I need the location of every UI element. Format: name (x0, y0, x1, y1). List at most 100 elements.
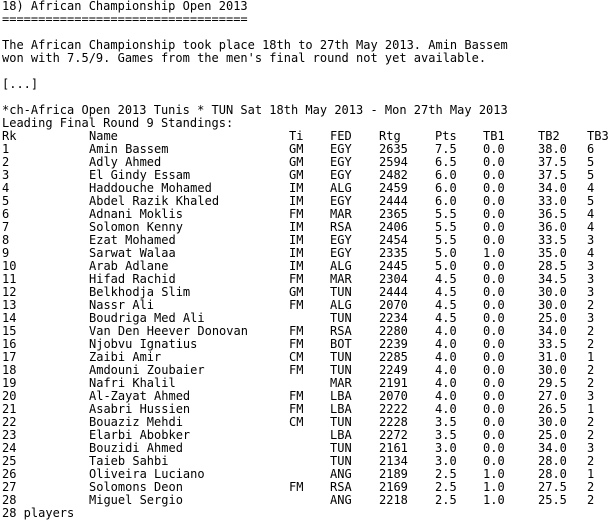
standings-title: Leading Final Round 9 Standings: (2, 116, 234, 130)
cell-fed: BOT (330, 337, 352, 351)
cell-pts: 6.0 (435, 194, 457, 208)
table-row: 28 Miguel Sergio ANG 2218 2.5 1.0 25.5 2 (2, 494, 610, 507)
cell-rk: 17 (2, 350, 17, 364)
cell-rk: 16 (2, 337, 17, 351)
cell-tb2: 30.0 (538, 363, 567, 377)
cell-name: Arab Adlane (89, 259, 169, 273)
cell-rk: 27 (2, 480, 17, 494)
cell-fed: TUN (330, 350, 352, 364)
cell-tb1: 1.0 (483, 246, 505, 260)
column-header-tb2: TB2 (538, 129, 560, 143)
cell-rtg: 2594 (379, 155, 408, 169)
cell-rk: 18 (2, 363, 17, 377)
cell-name: El Gindy Essam (89, 168, 191, 182)
cell-rtg: 2218 (379, 493, 408, 507)
column-header-name: Name (89, 129, 118, 143)
cell-tb3: 4 (587, 207, 595, 221)
cell-pts: 6.0 (435, 181, 457, 195)
cell-tb2: 33.5 (538, 337, 567, 351)
cell-name: Amin Bassem (89, 142, 169, 156)
cell-tb3: 2 (587, 493, 595, 507)
cell-tb2: 26.5 (538, 402, 567, 416)
cell-tb3: 2 (587, 298, 595, 312)
cell-tb1: 0.0 (483, 259, 505, 273)
cell-tb3: 4 (587, 220, 595, 234)
table-row: 10 Arab Adlane IM ALG 2445 5.0 0.0 28.5 3 (2, 260, 610, 273)
cell-pts: 4.5 (435, 311, 457, 325)
cell-tb3: 1 (587, 402, 595, 416)
cell-tb3: 1 (587, 467, 595, 481)
cell-tb3: 5 (587, 155, 595, 169)
cell-name: Sarwat Walaa (89, 246, 176, 260)
table-row: 14 Boudriga Med Ali TUN 2234 4.5 0.0 25.0 3 (2, 312, 610, 325)
cell-tb3: 3 (587, 272, 595, 286)
cell-name: Belkhodja Slim (89, 285, 191, 299)
cell-ti: FM (289, 207, 304, 221)
cell-pts: 4.0 (435, 389, 457, 403)
cell-rtg: 2454 (379, 233, 408, 247)
cell-rtg: 2445 (379, 259, 408, 273)
cell-name: Taieb Sahbi (89, 454, 169, 468)
cell-rtg: 2228 (379, 415, 408, 429)
cell-name: Zaibi Amir (89, 350, 162, 364)
cell-rtg: 2249 (379, 363, 408, 377)
cell-fed: TUN (330, 363, 352, 377)
cell-rtg: 2070 (379, 298, 408, 312)
cell-name: Van Den Heever Donovan (89, 324, 248, 338)
cell-ti: GM (289, 155, 304, 169)
cell-pts: 3.0 (435, 441, 457, 455)
cell-name: Nafri Khalil (89, 376, 176, 390)
cell-name: Amdouni Zoubaier (89, 363, 205, 377)
cell-tb1: 0.0 (483, 363, 505, 377)
cell-tb3: 2 (587, 480, 595, 494)
cell-fed: EGY (330, 142, 352, 156)
cell-rtg: 2222 (379, 402, 408, 416)
cell-tb3: 2 (587, 415, 595, 429)
cell-tb2: 30.0 (538, 285, 567, 299)
cell-name: Bouzidi Ahmed (89, 441, 183, 455)
cell-tb2: 33.5 (538, 233, 567, 247)
cell-pts: 3.0 (435, 454, 457, 468)
cell-rk: 11 (2, 272, 17, 286)
cell-fed: EGY (330, 246, 352, 260)
cell-rtg: 2191 (379, 376, 408, 390)
cell-name: Nassr Ali (89, 298, 155, 312)
cell-pts: 4.0 (435, 350, 457, 364)
cell-rk: 20 (2, 389, 17, 403)
cell-pts: 5.5 (435, 233, 457, 247)
cell-tb3: 2 (587, 337, 595, 351)
cell-tb3: 3 (587, 389, 595, 403)
table-row: 17 Zaibi Amir CM TUN 2285 4.0 0.0 31.0 1 (2, 351, 610, 364)
cell-pts: 4.0 (435, 376, 457, 390)
cell-ti: IM (289, 246, 304, 260)
cell-rk: 10 (2, 259, 17, 273)
table-row: 7 Solomon Kenny IM RSA 2406 5.5 0.0 36.0 4 (2, 221, 610, 234)
cell-tb1: 0.0 (483, 311, 505, 325)
cell-name: Haddouche Mohamed (89, 181, 212, 195)
table-row: 12 Belkhodja Slim GM TUN 2444 4.5 0.0 30.0 3 (2, 286, 610, 299)
cell-tb1: 0.0 (483, 168, 505, 182)
cell-rk: 7 (2, 220, 10, 234)
table-row: 6 Adnani Moklis FM MAR 2365 5.5 0.0 36.5 4 (2, 208, 610, 221)
cell-rtg: 2444 (379, 194, 408, 208)
cell-pts: 4.0 (435, 337, 457, 351)
cell-ti: IM (289, 194, 304, 208)
cell-rtg: 2161 (379, 441, 408, 455)
cell-tb3: 6 (587, 142, 595, 156)
cell-name: Solomons Deon (89, 480, 183, 494)
cell-tb1: 0.0 (483, 155, 505, 169)
cell-name: Adnani Moklis (89, 207, 183, 221)
cell-tb2: 36.0 (538, 220, 567, 234)
cell-pts: 7.5 (435, 142, 457, 156)
cell-ti: GM (289, 142, 304, 156)
cell-tb1: 0.0 (483, 454, 505, 468)
cell-fed: EGY (330, 168, 352, 182)
cell-pts: 2.5 (435, 493, 457, 507)
cell-tb1: 0.0 (483, 324, 505, 338)
cell-fed: RSA (330, 480, 352, 494)
table-row: 23 Elarbi Abobker LBA 2272 3.5 0.0 25.0 2 (2, 429, 610, 442)
cell-rk: 8 (2, 233, 10, 247)
cell-ti: CM (289, 415, 304, 429)
cell-fed: TUN (330, 311, 352, 325)
table-row: 11 Hifad Rachid FM MAR 2304 4.5 0.0 34.5 3 (2, 273, 610, 286)
